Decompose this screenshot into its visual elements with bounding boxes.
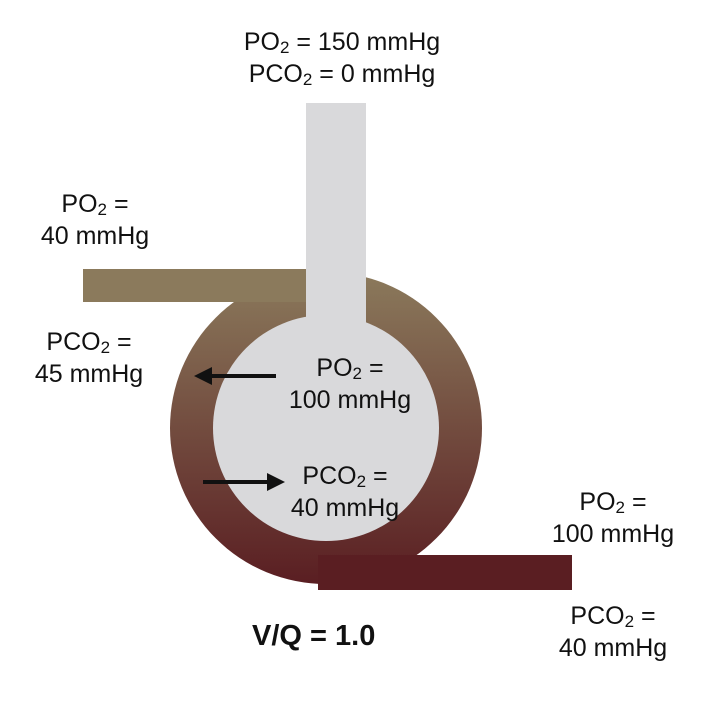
alveolar-pco2-label: PCO2 = 40 mmHg <box>290 462 400 522</box>
co2-diffusion-arrow-head <box>267 473 285 491</box>
o2-diffusion-arrow-head <box>194 367 212 385</box>
arterial-capillary <box>318 555 572 590</box>
venous-po2-label: PO2 = 40 mmHg <box>40 190 150 250</box>
venous-capillary <box>83 269 327 302</box>
airway-pco2: PCO2 = 0 mmHg <box>248 60 436 89</box>
alveolar-po2-label: PO2 = 100 mmHg <box>288 354 412 414</box>
airway <box>306 103 366 353</box>
arterial-po2-label: PO2 = 100 mmHg <box>551 488 675 548</box>
airway-po2: PO2 = 150 mmHg <box>243 28 441 57</box>
arterial-pco2-label: PCO2 = 40 mmHg <box>558 602 668 662</box>
airway-gas-label: PO2 = 150 mmHg PCO2 = 0 mmHg <box>222 26 462 90</box>
venous-pco2-label: PCO2 = 45 mmHg <box>34 328 144 388</box>
vq-ratio-label: V/Q = 1.0 <box>252 620 376 652</box>
